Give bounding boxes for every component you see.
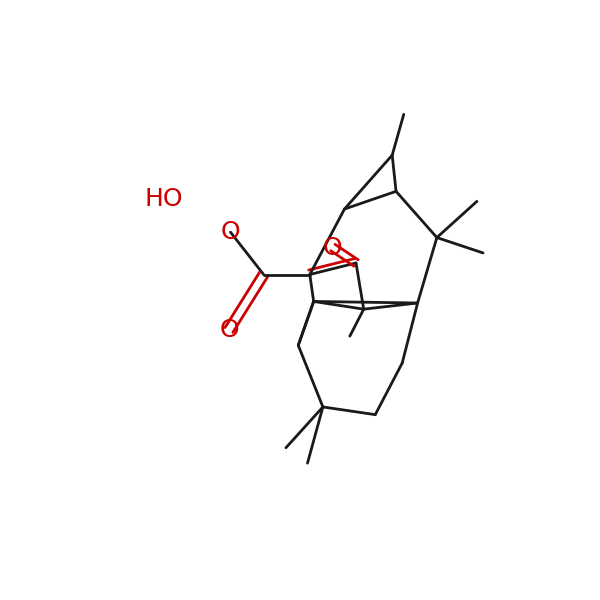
- Text: HO: HO: [144, 187, 183, 211]
- Text: O: O: [221, 220, 241, 244]
- Text: O: O: [323, 236, 343, 260]
- Text: O: O: [219, 318, 239, 342]
